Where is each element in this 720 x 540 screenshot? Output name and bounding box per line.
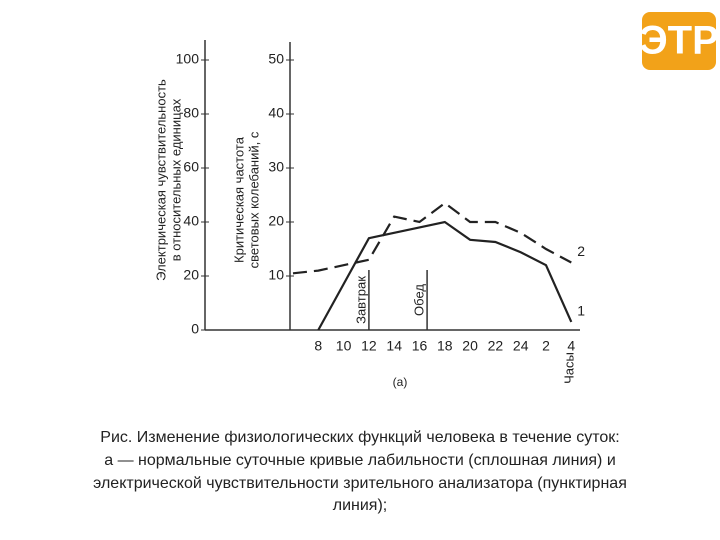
x-tick-label: 8 <box>314 338 322 354</box>
y2-label: Критическая частота <box>231 136 246 263</box>
caption: а — нормальные суточные кривые лабильнос… <box>104 452 616 469</box>
y2-tick-label: 40 <box>268 105 284 121</box>
series-line <box>317 220 573 331</box>
y-label: в относительных единицах <box>168 98 183 261</box>
caption: линия); <box>333 497 387 514</box>
legend-label: 1 <box>577 303 585 319</box>
y2-tick-label: 30 <box>268 159 284 175</box>
y-tick-label: 0 <box>191 321 199 337</box>
y2-tick-label: 10 <box>268 267 284 283</box>
caption: электрической чувствительности зрительно… <box>93 475 627 492</box>
y2-label: световых колебаний, с <box>246 131 261 268</box>
x-tick-label: 12 <box>361 338 377 354</box>
x-tick-label: 14 <box>386 338 402 354</box>
x-tick-label: 10 <box>336 338 352 354</box>
y-tick-label: 100 <box>176 51 200 67</box>
x-tick-label: 2 <box>542 338 550 354</box>
annotation: Обед <box>412 284 427 316</box>
x-tick-label: 24 <box>513 338 529 354</box>
y-tick-label: 60 <box>183 159 199 175</box>
y2-tick-label: 50 <box>268 51 284 67</box>
y2-tick-label: 20 <box>268 213 284 229</box>
x-tick-label: 22 <box>488 338 504 354</box>
annotation: Завтрак <box>353 276 368 324</box>
x-tick-label: 4 <box>567 338 575 354</box>
legend-label: 2 <box>577 243 585 259</box>
x-tick-label: 18 <box>437 338 453 354</box>
x-tick-label: 16 <box>412 338 428 354</box>
y-label: Электрическая чувствительность <box>153 79 168 281</box>
logo-box <box>642 12 716 70</box>
y-tick-label: 40 <box>183 213 199 229</box>
series-line <box>292 201 572 275</box>
y-tick-label: 80 <box>183 105 199 121</box>
logo: ЭТР <box>639 19 719 63</box>
y-tick-label: 20 <box>183 267 199 283</box>
subtitle: (а) <box>393 375 408 389</box>
x-label: Часы <box>561 352 576 384</box>
caption: Рис. Изменение физиологических функций ч… <box>100 429 619 446</box>
x-tick-label: 20 <box>462 338 478 354</box>
